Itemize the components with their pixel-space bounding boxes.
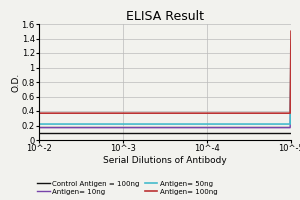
Antigen= 50ng (191, 123, 195, 125)
Antigen= 50ng (266, 123, 269, 125)
Control Antigen = 100ng (191, 132, 195, 135)
Antigen= 50ng (250, 123, 253, 125)
Antigen= 100ng (289, 30, 293, 32)
Antigen= 10ng (37, 126, 41, 129)
X-axis label: Serial Dilutions of Antibody: Serial Dilutions of Antibody (103, 156, 227, 165)
Control Antigen = 100ng (186, 132, 190, 135)
Antigen= 10ng (289, 59, 293, 61)
Control Antigen = 100ng (250, 132, 253, 135)
Antigen= 50ng (38, 123, 42, 125)
Line: Antigen= 10ng: Antigen= 10ng (39, 60, 291, 128)
Antigen= 100ng (187, 112, 191, 114)
Antigen= 100ng (250, 112, 253, 114)
Y-axis label: O.D.: O.D. (11, 72, 20, 92)
Antigen= 50ng (37, 123, 41, 125)
Antigen= 10ng (191, 126, 195, 129)
Legend: Control Antigen = 100ng, Antigen= 10ng, Antigen= 50ng, Antigen= 100ng: Control Antigen = 100ng, Antigen= 10ng, … (38, 181, 217, 195)
Title: ELISA Result: ELISA Result (126, 10, 204, 23)
Control Antigen = 100ng (266, 132, 269, 135)
Line: Antigen= 100ng: Antigen= 100ng (39, 31, 291, 113)
Antigen= 10ng (186, 126, 190, 129)
Antigen= 50ng (289, 46, 293, 48)
Antigen= 100ng (266, 112, 269, 114)
Antigen= 10ng (250, 126, 253, 129)
Line: Antigen= 50ng: Antigen= 50ng (39, 47, 291, 124)
Antigen= 10ng (187, 126, 191, 129)
Control Antigen = 100ng (38, 132, 42, 135)
Antigen= 100ng (186, 112, 190, 114)
Antigen= 50ng (187, 123, 191, 125)
Antigen= 50ng (186, 123, 190, 125)
Antigen= 10ng (266, 126, 269, 129)
Antigen= 100ng (38, 112, 42, 114)
Antigen= 100ng (191, 112, 195, 114)
Control Antigen = 100ng (187, 132, 191, 135)
Antigen= 10ng (38, 126, 42, 129)
Control Antigen = 100ng (37, 132, 41, 135)
Antigen= 100ng (37, 112, 41, 114)
Control Antigen = 100ng (289, 132, 293, 135)
